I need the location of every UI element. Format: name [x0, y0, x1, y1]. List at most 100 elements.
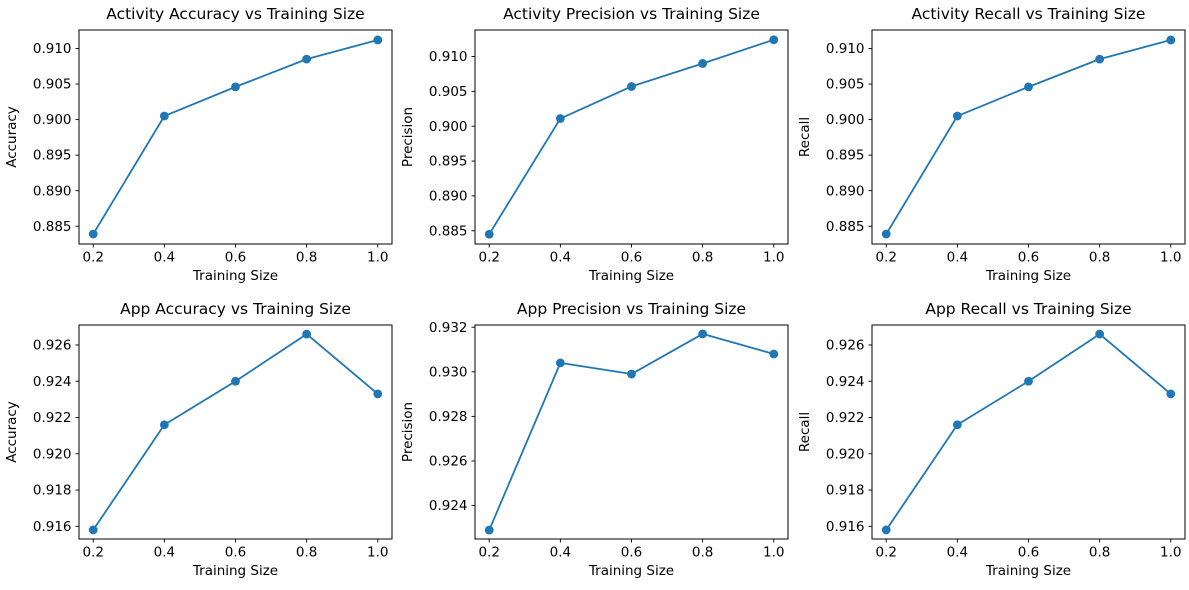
- y-tick-label: 0.885: [826, 219, 865, 235]
- subplot-app-accuracy: 0.2 0.4 0.6 0.8 1.0 0.916 0.918 0.920 0.922 0.924…: [0, 295, 396, 590]
- y-tick-label: 0.910: [826, 41, 865, 57]
- x-tick-label: 0.6: [225, 249, 246, 265]
- subplot-activity-accuracy: 0.2 0.4 0.6 0.8 1.0 0.885 0.890 0.895 0.900 0.905…: [0, 0, 396, 295]
- y-tick-label: 0.930: [429, 364, 468, 380]
- x-tick-label: 0.4: [946, 249, 967, 265]
- x-tick-label: 0.2: [875, 249, 896, 265]
- y-axis-label: Accuracy: [4, 401, 20, 463]
- axes-frame: [78, 324, 393, 540]
- data-point: [485, 229, 494, 239]
- data-point: [1023, 376, 1033, 386]
- data-point: [952, 420, 962, 430]
- x-tick-label: 1.0: [763, 545, 784, 561]
- axes-frame: [78, 29, 393, 245]
- y-axis-label: Recall: [797, 412, 813, 452]
- data-point: [556, 114, 566, 123]
- data-line: [92, 39, 379, 235]
- data-point: [231, 82, 240, 92]
- x-tick-label: 0.8: [1089, 545, 1110, 561]
- x-tick-label: 0.2: [83, 545, 104, 561]
- data-point: [769, 35, 779, 45]
- chart-title: App Recall vs Training Size: [925, 300, 1131, 318]
- y-tick-label: 0.910: [429, 49, 468, 65]
- activity-accuracy-chart: 0.2 0.4 0.6 0.8 1.0 0.885 0.890 0.895 0.900 0.905…: [4, 5, 393, 284]
- chart-title: Activity Precision vs Training Size: [503, 5, 760, 23]
- y-axis-label: Precision: [400, 107, 416, 167]
- y-tick-label: 0.885: [429, 223, 468, 239]
- y-tick-label: 0.932: [429, 320, 468, 336]
- x-tick-label: 0.2: [479, 545, 500, 561]
- chart-title: Activity Recall vs Training Size: [911, 5, 1145, 23]
- x-tick-label: 0.6: [1017, 249, 1038, 265]
- data-point: [1023, 82, 1033, 92]
- y-tick-label: 0.895: [826, 148, 865, 164]
- subplot-app-recall: 0.2 0.4 0.6 0.8 1.0 0.916 0.918 0.920 0.922 0.924…: [793, 295, 1189, 590]
- y-tick-label: 0.900: [429, 119, 468, 135]
- y-tick-label: 0.910: [33, 41, 72, 57]
- app-precision-chart: 0.2 0.4 0.6 0.8 1.0 0.924 0.926 0.928 0.930 0.932…: [400, 300, 789, 579]
- x-tick-label: 0.2: [83, 249, 104, 265]
- x-tick-label: 0.4: [154, 249, 175, 265]
- y-tick-label: 0.920: [33, 446, 72, 462]
- y-tick-label: 0.905: [429, 84, 468, 100]
- data-point: [1166, 35, 1175, 45]
- x-tick-label: 0.8: [692, 249, 713, 265]
- y-axis-label: Precision: [400, 402, 416, 462]
- x-tick-label: 0.4: [154, 545, 175, 561]
- data-point: [88, 229, 98, 239]
- subplot-activity-precision: 0.2 0.4 0.6 0.8 1.0 0.885 0.890 0.895 0.900 0.905…: [396, 0, 792, 295]
- x-tick-label: 1.0: [367, 545, 388, 561]
- data-point: [485, 525, 494, 535]
- y-tick-label: 0.918: [33, 483, 72, 499]
- x-axis-label: Training Size: [588, 563, 674, 579]
- chart-title: App Accuracy vs Training Size: [120, 300, 351, 318]
- data-point: [1094, 54, 1104, 64]
- data-point: [159, 420, 169, 430]
- axes-frame: [871, 29, 1186, 245]
- activity-precision-chart: 0.2 0.4 0.6 0.8 1.0 0.885 0.890 0.895 0.900 0.905…: [400, 5, 789, 284]
- y-tick-label: 0.900: [826, 112, 865, 128]
- y-tick-label: 0.928: [429, 409, 468, 425]
- y-tick-label: 0.905: [33, 77, 72, 93]
- axes-frame: [474, 324, 789, 540]
- x-tick-label: 0.4: [946, 545, 967, 561]
- x-tick-label: 1.0: [1160, 545, 1181, 561]
- data-point: [373, 35, 383, 45]
- data-point: [1166, 389, 1175, 399]
- data-point: [159, 111, 169, 121]
- data-line: [92, 333, 379, 531]
- x-tick-label: 0.6: [621, 249, 642, 265]
- y-tick-label: 0.926: [826, 338, 865, 354]
- app-recall-chart: 0.2 0.4 0.6 0.8 1.0 0.916 0.918 0.920 0.922 0.924…: [797, 300, 1186, 579]
- data-point: [88, 525, 98, 535]
- y-tick-label: 0.890: [33, 183, 72, 199]
- chart-title: App Precision vs Training Size: [517, 300, 746, 318]
- x-tick-label: 0.4: [550, 249, 571, 265]
- y-tick-label: 0.900: [33, 112, 72, 128]
- y-tick-label: 0.916: [33, 519, 72, 535]
- y-tick-label: 0.895: [33, 148, 72, 164]
- activity-recall-chart: 0.2 0.4 0.6 0.8 1.0 0.885 0.890 0.895 0.900 0.905…: [797, 5, 1186, 284]
- x-tick-label: 1.0: [367, 249, 388, 265]
- y-axis-label: Recall: [797, 117, 813, 157]
- data-point: [627, 369, 637, 379]
- data-point: [302, 329, 312, 339]
- y-tick-label: 0.926: [429, 454, 468, 470]
- x-axis-label: Training Size: [985, 268, 1071, 284]
- data-point: [556, 358, 566, 368]
- data-line: [885, 333, 1172, 531]
- x-tick-label: 1.0: [1160, 249, 1181, 265]
- y-tick-label: 0.924: [33, 374, 72, 390]
- data-point: [302, 54, 312, 64]
- y-axis-label: Accuracy: [4, 106, 20, 168]
- data-point: [698, 59, 708, 68]
- subplot-activity-recall: 0.2 0.4 0.6 0.8 1.0 0.885 0.890 0.895 0.900 0.905…: [793, 0, 1189, 295]
- y-tick-label: 0.916: [826, 519, 865, 535]
- x-tick-label: 0.4: [550, 545, 571, 561]
- data-point: [698, 329, 708, 339]
- y-tick-label: 0.926: [33, 338, 72, 354]
- y-tick-label: 0.890: [826, 183, 865, 199]
- y-tick-label: 0.924: [826, 374, 865, 390]
- x-tick-label: 0.8: [296, 545, 317, 561]
